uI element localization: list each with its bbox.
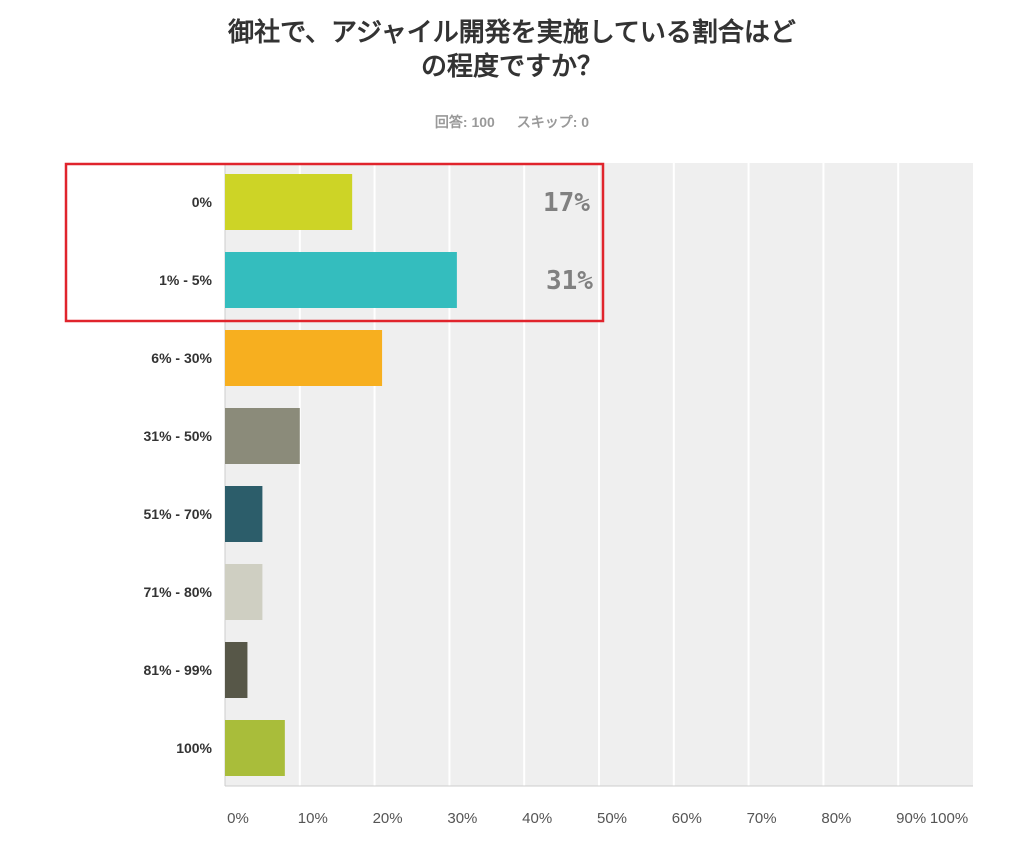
bar — [225, 486, 263, 542]
x-tick-label: 40% — [522, 810, 552, 827]
bar — [225, 642, 248, 698]
x-tick-label: 90% — [896, 810, 926, 827]
x-tick-label: 60% — [672, 810, 702, 827]
category-label: 71% - 80% — [144, 584, 213, 600]
data-label: 17% — [543, 188, 590, 218]
response-summary: 回答: 100 スキップ: 0 — [0, 112, 1024, 132]
chart-title: 御社で、アジャイル開発を実施している割合はど の程度ですか？ — [0, 16, 1024, 84]
highlight-box — [64, 162, 605, 323]
x-tick-label: 80% — [821, 810, 851, 827]
data-label: 31% — [546, 266, 593, 296]
x-tick-label: 30% — [447, 810, 477, 827]
x-tick-label: 50% — [597, 810, 627, 827]
bar — [225, 720, 285, 776]
x-tick-label: 20% — [373, 810, 403, 827]
skipped-count: スキップ: 0 — [516, 114, 590, 130]
chart-title-line-1: 御社で、アジャイル開発を実施している割合はど — [228, 18, 796, 48]
responses-count: 回答: 100 — [434, 114, 495, 130]
bar — [225, 408, 300, 464]
bar — [225, 174, 353, 230]
category-label: 81% - 99% — [144, 662, 213, 678]
category-label: 100% — [176, 740, 212, 756]
bar — [225, 564, 263, 620]
bar — [225, 252, 457, 308]
chart-title-line-2: の程度ですか？ — [420, 52, 603, 82]
category-label: 0% — [192, 194, 213, 210]
bar — [225, 330, 383, 386]
x-tick-label: 100% — [930, 810, 968, 827]
category-label: 51% - 70% — [144, 506, 213, 522]
category-label: 6% - 30% — [151, 350, 212, 366]
category-label: 31% - 50% — [144, 428, 213, 444]
x-tick-label: 10% — [298, 810, 328, 827]
x-tick-label: 0% — [227, 810, 249, 827]
x-tick-label: 70% — [747, 810, 777, 827]
category-label: 1% - 5% — [159, 272, 212, 288]
